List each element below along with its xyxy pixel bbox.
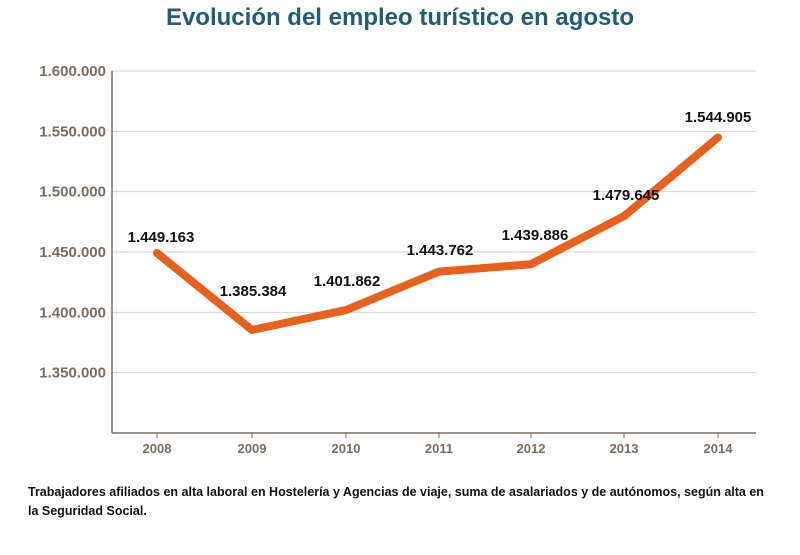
data-label: 1.449.163 — [128, 229, 195, 246]
data-label: 1.544.905 — [685, 109, 752, 126]
x-axis-ticks: 2008 2009 2010 2011 2012 2013 2014 — [143, 433, 734, 456]
y-tick-label: 1.400.000 — [39, 304, 106, 321]
data-label: 1.479.645 — [593, 187, 660, 204]
chart-title: Evolución del empleo turístico en agosto — [165, 4, 635, 31]
y-tick-label: 1.550.000 — [39, 123, 106, 140]
y-tick-label: 1.450.000 — [39, 244, 106, 261]
x-tick-label: 2012 — [517, 441, 546, 456]
axes — [111, 71, 756, 434]
series-line-path — [153, 133, 722, 334]
footnote: Trabajadores afiliados en alta laboral e… — [28, 485, 764, 518]
x-tick-label: 2008 — [143, 441, 172, 456]
data-labels: 1.449.163 1.385.384 1.401.862 1.443.762 1.43… — [128, 109, 752, 300]
data-label: 1.443.762 — [407, 242, 474, 259]
x-tick-label: 2011 — [425, 441, 453, 456]
data-label: 1.385.384 — [220, 283, 287, 300]
line-chart: 1.350.000 1.400.000 1.450.000 1.500.000 1.55… — [39, 63, 756, 456]
y-tick-label: 1.600.000 — [39, 63, 106, 80]
y-tick-label: 1.350.000 — [39, 365, 106, 382]
y-axis-ticks: 1.350.000 1.400.000 1.450.000 1.500.000 1.55… — [39, 63, 106, 382]
y-tick-label: 1.500.000 — [39, 184, 106, 201]
gridlines — [112, 70, 756, 374]
x-tick-label: 2013 — [610, 441, 639, 456]
chart-area: 1.350.000 1.400.000 1.450.000 1.500.000 1.55… — [0, 40, 800, 470]
x-tick-label: 2010 — [332, 441, 361, 456]
data-label: 1.401.862 — [314, 273, 381, 290]
series-line — [153, 133, 722, 334]
x-tick-label: 2009 — [238, 441, 267, 456]
data-label: 1.439.886 — [502, 227, 569, 244]
x-tick-label: 2014 — [704, 441, 734, 456]
